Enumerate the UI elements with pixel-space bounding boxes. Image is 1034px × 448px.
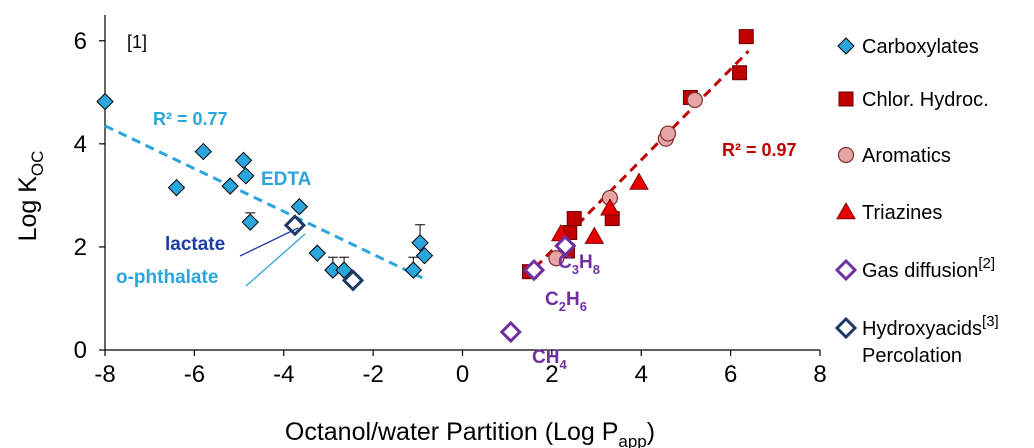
point-hydroxyacids <box>341 269 365 292</box>
lactate-leader-line <box>239 227 299 257</box>
point-carboxylates <box>415 246 434 265</box>
legend-marker-chlor-hydroc <box>838 91 854 107</box>
point-triazines <box>584 226 605 244</box>
legend-marker-hydroxyacids <box>834 316 858 340</box>
point-carboxylates <box>404 261 423 279</box>
x-tick-label: 6 <box>724 361 737 388</box>
point-chlor-hydroc <box>732 65 748 81</box>
point-hydroxyacids <box>283 214 307 237</box>
point-gas-diffusion <box>522 258 546 282</box>
x-tick-label: -6 <box>184 361 205 388</box>
edta-label: EDTA <box>261 169 312 190</box>
x-tick-label: -4 <box>273 361 294 388</box>
legend-label: Aromatics <box>862 145 951 167</box>
x-tick-label: 4 <box>635 361 648 388</box>
legend-item-gas-diffusion: Gas diffusion[2] <box>834 255 995 282</box>
plot-area: -8 -6 -4 -2 0 2 4 6 8 0 2 4 6 <box>74 15 827 388</box>
r2-right-label: R² = 0.97 <box>722 140 797 160</box>
x-axis-title: Octanol/water Partition (Log Papp) <box>285 418 655 448</box>
x-tick-label: 0 <box>456 361 469 388</box>
trendline-carboxylates <box>104 124 423 280</box>
x-tick-label: 8 <box>813 361 826 388</box>
legend: Carboxylates Chlor. Hydroc. Aromatics Triaz… <box>834 36 999 367</box>
legend-label: Carboxylates <box>862 36 979 58</box>
point-carboxylates <box>234 151 253 170</box>
point-carboxylates <box>290 198 309 216</box>
o-phthalate-label: o-phthalate <box>116 267 218 288</box>
legend-label: Gas diffusion[2] <box>862 255 995 282</box>
point-carboxylates <box>411 234 429 252</box>
legend-marker-triazines <box>836 201 856 220</box>
point-carboxylates <box>194 142 213 161</box>
y-axis-title: Log KOC <box>14 151 47 242</box>
c3h8-label: C3H8 <box>558 252 600 277</box>
point-carboxylates <box>221 177 239 195</box>
legend-label: Hydroxyacids[3] <box>862 313 999 340</box>
point-chlor-hydroc <box>738 29 754 45</box>
y-tick-label: 6 <box>74 28 87 55</box>
x-tick-label: -8 <box>94 361 115 388</box>
legend-marker-aromatics <box>837 146 855 164</box>
point-carboxylates <box>237 167 255 185</box>
x-tick-label: -2 <box>362 361 383 388</box>
point-triazines <box>600 198 620 216</box>
point-carboxylates <box>335 261 353 279</box>
point-carboxylates <box>308 244 326 262</box>
r2-left-label: R² = 0.77 <box>153 109 228 129</box>
point-carboxylates <box>167 178 186 197</box>
ch4-label: CH4 <box>532 347 567 372</box>
legend-label-line2: Percolation <box>862 345 962 367</box>
point-triazines <box>629 172 649 190</box>
legend-marker-carboxylates <box>837 37 855 55</box>
legend-marker-gas-diffusion <box>834 258 858 282</box>
reference-label: [1] <box>127 32 147 52</box>
point-gas-diffusion <box>499 320 522 344</box>
legend-item-chlor-hydroc: Chlor. Hydroc. <box>838 89 989 111</box>
legend-item-carboxylates: Carboxylates <box>837 36 979 58</box>
legend-item-hydroxyacids: Hydroxyacids[3] Percolation <box>834 313 999 367</box>
o-phthalate-leader-line <box>245 233 306 287</box>
y-tick-label: 2 <box>74 234 87 261</box>
point-aromatics <box>686 91 703 109</box>
legend-item-triazines: Triazines <box>836 201 942 224</box>
x-tick-label: 2 <box>545 361 558 388</box>
point-carboxylates <box>241 213 259 231</box>
c2h6-label: C2H6 <box>545 289 587 314</box>
chart-marks <box>96 29 754 344</box>
legend-label: Chlor. Hydroc. <box>862 89 989 111</box>
point-aromatics <box>548 250 565 267</box>
point-gas-diffusion <box>554 234 577 258</box>
point-carboxylates <box>96 92 114 111</box>
y-tick-label: 4 <box>74 131 87 158</box>
point-chlor-hydroc <box>566 211 582 227</box>
legend-label: Triazines <box>862 202 942 224</box>
lactate-label: lactate <box>165 234 225 255</box>
y-tick-label: 0 <box>74 337 87 364</box>
point-aromatics <box>659 125 677 142</box>
legend-item-aromatics: Aromatics <box>837 145 951 167</box>
